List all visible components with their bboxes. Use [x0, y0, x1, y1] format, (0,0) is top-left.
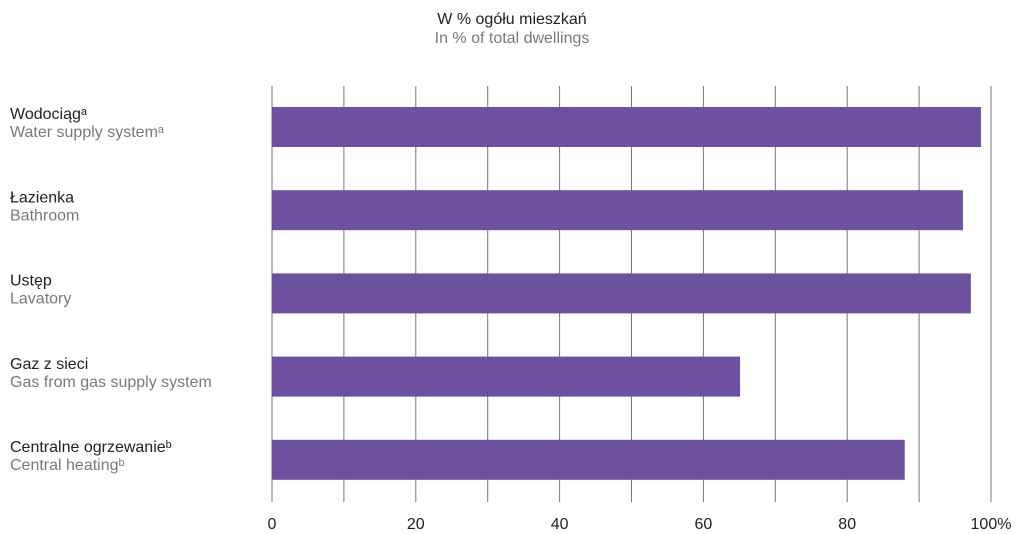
category-label-en: Central heatingᵇ: [10, 457, 125, 474]
x-tick-label: 100%: [971, 516, 1012, 533]
x-tick-label: 80: [838, 516, 856, 533]
chart-subtitle: In % of total dwellings: [435, 30, 590, 47]
category-label-en: Bathroom: [10, 207, 79, 224]
x-tick-label: 20: [407, 516, 425, 533]
bar: [272, 107, 981, 147]
bar: [272, 190, 963, 231]
category-label-en: Gas from gas supply system: [10, 374, 212, 391]
category-label-en: Water supply systemᵃ: [10, 124, 165, 141]
category-label: Gaz z sieci: [10, 356, 88, 373]
chart-title: W % ogółu mieszkań: [437, 11, 586, 28]
x-tick-label: 60: [695, 516, 713, 533]
category-label-en: Lavatory: [10, 291, 71, 308]
category-label: Ustęp: [10, 273, 52, 290]
bar: [272, 356, 741, 397]
category-label: Centralne ogrzewanieᵇ: [10, 439, 172, 456]
bar: [272, 439, 905, 480]
category-label: Wodociągᵃ: [10, 106, 88, 123]
x-tick-label: 0: [268, 516, 277, 533]
category-label: Łazienka: [10, 189, 74, 206]
bar: [272, 273, 971, 314]
x-tick-label: 40: [551, 516, 569, 533]
